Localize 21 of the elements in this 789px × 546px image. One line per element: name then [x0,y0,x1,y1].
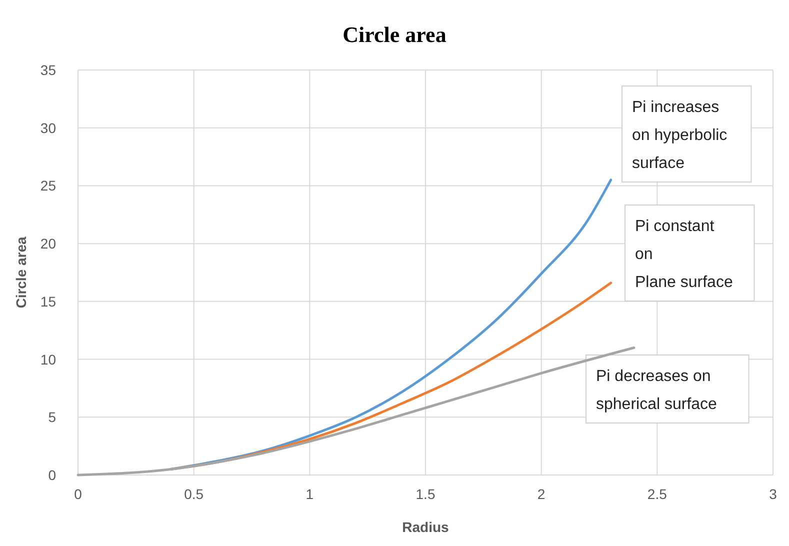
y-tick-label: 30 [40,120,56,136]
x-tick-label: 2 [537,486,546,502]
y-tick-label: 20 [40,236,56,252]
x-axis-title: Radius [402,519,450,535]
y-tick-label: 10 [40,351,56,368]
y-tick-label: 5 [48,409,56,426]
annotation: Pi decreases on spherical surface [596,368,718,413]
x-tick-label: 0 [74,486,82,502]
annotation: Pi constant on Plane surface [635,218,733,291]
y-tick-label: 35 [40,62,56,78]
chart-title: Circle area [342,22,446,47]
y-tick-label: 25 [40,178,56,194]
x-tick-label: 3 [769,486,778,502]
x-tick-label: 2.5 [647,486,668,502]
x-tick-label: 1.5 [416,486,436,502]
x-tick-label: 0.5 [184,486,204,502]
x-tick-label: 1 [306,486,314,502]
y-tick-label: 0 [48,467,56,483]
annotation: Pi increases on hyperbolic surface [632,99,728,172]
y-tick-label: 15 [40,293,56,310]
y-axis-title: Circle area [13,236,29,308]
